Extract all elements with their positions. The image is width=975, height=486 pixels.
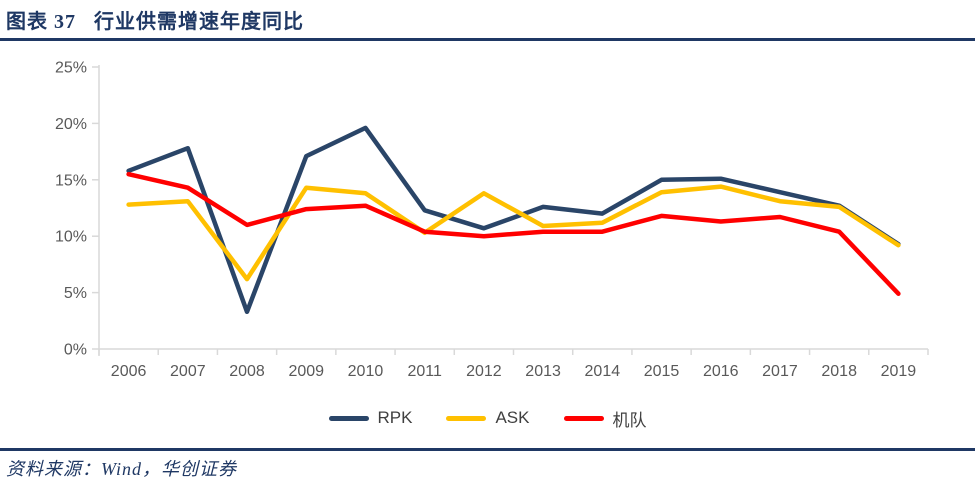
figure-number-label: 图表 37	[6, 11, 76, 33]
y-axis-label: 0%	[64, 342, 87, 359]
x-axis-label: 2018	[821, 363, 857, 380]
x-axis-label: 2007	[170, 363, 206, 380]
x-axis-label: 2012	[466, 363, 502, 380]
figure-header: 图表 37 行业供需增速年度同比	[6, 5, 304, 34]
x-axis-label: 2011	[407, 363, 442, 380]
legend-label-fleet: 机队	[612, 410, 647, 430]
x-axis-label: 2009	[288, 363, 324, 380]
x-axis-label: 2019	[881, 363, 917, 380]
legend-item-rpk: RPK	[328, 408, 413, 428]
x-axis-label: 2016	[703, 363, 739, 380]
y-axis-label: 15%	[55, 172, 87, 189]
x-axis-label: 2015	[644, 363, 680, 380]
legend-item-ask: ASK	[446, 408, 530, 428]
x-axis-label: 2008	[229, 363, 265, 380]
footer-divider	[0, 448, 975, 451]
series-line-ask	[126, 184, 901, 282]
ask-line-swatch-icon	[446, 415, 487, 421]
legend-item-fleet: 机队	[563, 406, 647, 431]
y-axis-label: 25%	[55, 60, 87, 77]
legend-label-rpk: RPK	[377, 408, 413, 427]
x-axis-label: 2013	[525, 363, 561, 380]
y-axis-label: 20%	[55, 116, 87, 133]
y-axis-label: 5%	[64, 285, 87, 302]
line-chart: 0% 5% 10% 15% 20% 25% 2006 2007 2008 2009 2010 2011…	[55, 60, 929, 380]
x-axis-label: 2017	[762, 363, 798, 380]
legend-label-ask: ASK	[495, 408, 530, 427]
fleet-line-swatch-icon	[563, 415, 604, 421]
series-line-rpk	[126, 125, 901, 315]
rpk-line-swatch-icon	[328, 415, 369, 421]
series-line-机队	[126, 171, 901, 296]
title-divider	[0, 38, 975, 41]
source-note: 资料来源：Wind，华创证券	[6, 459, 238, 479]
chart-legend: RPK ASK 机队	[0, 403, 975, 433]
y-axis-label: 10%	[55, 229, 87, 246]
x-axis-label: 2010	[348, 363, 384, 380]
figure-title: 行业供需增速年度同比	[94, 11, 304, 33]
x-axis-label: 2006	[111, 363, 147, 380]
x-axis-label: 2014	[585, 363, 621, 380]
